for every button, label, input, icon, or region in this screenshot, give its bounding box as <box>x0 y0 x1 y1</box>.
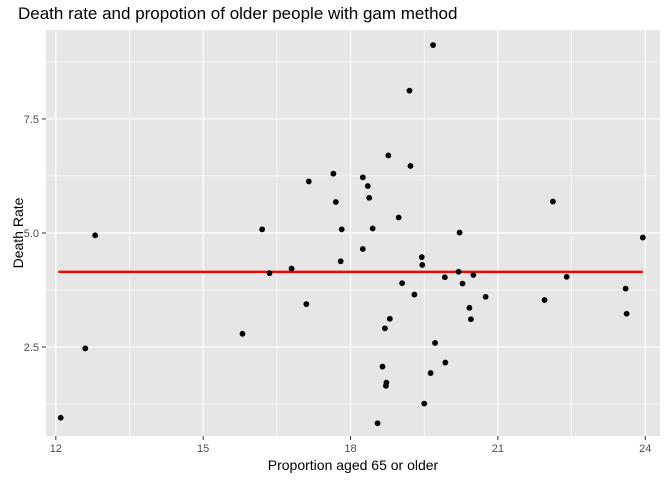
x-tick-label: 24 <box>639 443 651 455</box>
data-point <box>639 234 646 241</box>
data-point <box>303 301 310 308</box>
data-point <box>259 226 266 233</box>
data-point <box>395 214 402 221</box>
data-point <box>421 400 428 407</box>
data-point <box>411 291 418 298</box>
data-point <box>459 280 466 287</box>
x-axis: 12 15 18 21 24 <box>50 436 651 455</box>
x-tick-label: 15 <box>197 443 209 455</box>
data-point <box>386 315 393 322</box>
data-point <box>430 42 436 48</box>
data-point <box>359 174 366 181</box>
data-point <box>470 272 477 278</box>
x-tick-label: 12 <box>50 443 62 455</box>
y-tick-label: 5.0 <box>24 228 39 240</box>
data-point <box>359 246 366 252</box>
data-point <box>337 258 344 265</box>
data-point <box>442 359 449 366</box>
data-point <box>456 229 463 236</box>
data-point <box>364 183 371 189</box>
data-point <box>563 273 570 280</box>
data-point <box>288 265 295 272</box>
data-point <box>369 225 376 232</box>
y-tick-label: 7.5 <box>24 114 39 126</box>
x-tick-label: 18 <box>344 443 356 455</box>
y-axis-title: Death Rate <box>10 197 26 268</box>
data-point <box>407 163 414 169</box>
data-point <box>467 316 474 323</box>
data-point <box>374 420 381 427</box>
data-point <box>455 268 462 275</box>
data-point <box>338 226 345 233</box>
data-point <box>332 199 339 205</box>
data-point <box>385 152 392 159</box>
data-point <box>418 254 425 261</box>
data-points <box>57 42 646 427</box>
data-point <box>466 304 473 311</box>
data-point <box>57 414 64 421</box>
data-point <box>427 370 434 376</box>
x-tick-label: 21 <box>492 443 504 455</box>
data-point <box>622 285 629 292</box>
x-axis-title: Proportion aged 65 or older <box>268 457 439 473</box>
data-point <box>239 330 246 337</box>
data-point <box>92 232 99 239</box>
data-point <box>541 297 548 303</box>
data-point <box>441 274 448 281</box>
major-gridlines <box>46 30 660 436</box>
y-axis: 2.5 5.0 7.5 <box>24 114 46 354</box>
data-point <box>623 310 630 317</box>
data-point <box>366 194 373 201</box>
y-tick-label: 2.5 <box>24 342 39 354</box>
data-point <box>266 270 273 277</box>
data-point <box>305 178 312 185</box>
data-point <box>406 87 413 94</box>
chart-title: Death rate and propotion of older people… <box>18 4 458 23</box>
data-point <box>383 379 390 386</box>
data-point <box>419 262 426 268</box>
data-point <box>550 198 556 205</box>
data-point <box>482 293 489 300</box>
data-point <box>82 345 89 352</box>
data-point <box>432 340 438 346</box>
data-point <box>379 363 386 370</box>
data-point <box>399 280 406 287</box>
data-point <box>382 325 388 332</box>
data-point <box>330 170 337 177</box>
